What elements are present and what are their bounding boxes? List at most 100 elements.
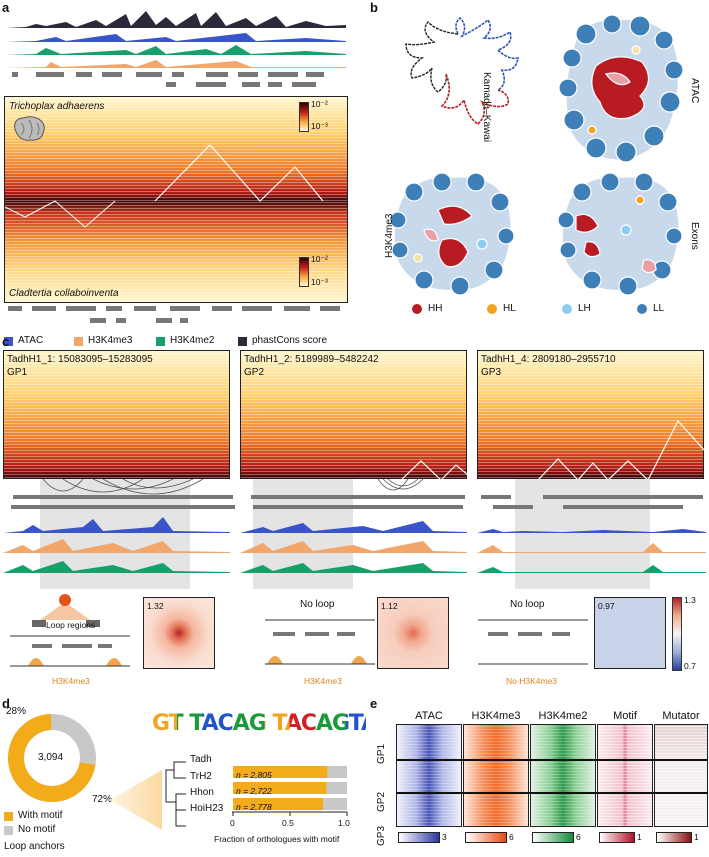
schematic2-h3k4me3: H3K4me3	[304, 676, 342, 686]
no-loop-label-2: No loop	[300, 599, 335, 610]
legend-phastcons-label: phastCons score	[252, 335, 328, 346]
row-gp3: GP3	[376, 825, 387, 846]
species-bottom: Cladtertia collaboinventa	[9, 288, 119, 299]
panel-d-label: d	[2, 696, 10, 711]
legend-hh-dot	[412, 304, 422, 314]
axis-tick-1: 1.0	[338, 818, 350, 828]
legend-h3k4me3-swatch	[74, 337, 83, 346]
cbar-h3k4me3-label: 6	[509, 832, 514, 842]
gp3-tad-lines	[537, 419, 705, 480]
loop-schematic-1	[10, 594, 130, 667]
bar-chart-xlabel: Fraction of orthologues with motif	[214, 834, 340, 844]
bar-with-motif	[233, 798, 324, 810]
legend-phastcons-swatch	[238, 337, 247, 346]
axis-tick-0: 0	[230, 818, 235, 828]
map-gp1-title: TadhH1_1: 15083095–15283095	[7, 354, 153, 365]
exons-cell-map	[557, 172, 683, 295]
apa-plot-2: 1.12	[377, 597, 449, 669]
zoom-wedge	[110, 770, 162, 830]
panel-a-tracks	[6, 11, 346, 87]
species-hoih23: HoiH23	[190, 803, 224, 814]
hic-map-bottom	[5, 201, 347, 302]
legend-hh-label: HH	[428, 303, 443, 314]
cbar-motif-label: 1	[637, 832, 642, 842]
phastcons-track	[6, 11, 346, 28]
apa-cbar-min: 0.7	[684, 661, 696, 671]
heatmap-h3k4me2	[530, 724, 596, 827]
exons-map-label: Exons	[689, 222, 700, 250]
panel-a-hic-frame: Trichoplax adhaerens Cladtertia collaboi…	[4, 96, 348, 303]
heatmap-h3k4me3	[463, 724, 529, 827]
cbar-atac-label: 3	[442, 832, 447, 842]
hic-colorbar-top	[299, 102, 309, 132]
cbar-h3k4me2-label: 6	[576, 832, 581, 842]
hic-map-gp2: TadhH1_2: 5189989–5482242 GP2	[240, 350, 468, 480]
legend-hl-label: HL	[503, 303, 516, 314]
legend-lh-label: LH	[578, 303, 591, 314]
heatmap-motif	[597, 724, 653, 827]
donut-center: 3,094	[38, 752, 64, 763]
gp2-tad-lines	[400, 460, 468, 480]
panel-b-legend: HH HL LH LL	[412, 303, 702, 317]
loop-schematic-3	[478, 619, 588, 665]
apa-cbar-max: 1.3	[684, 595, 696, 605]
col-mutator: Mutator	[662, 710, 700, 722]
h3k4me2-track	[6, 45, 346, 55]
panel-a-bottom-genes	[8, 306, 340, 323]
species-tadh: Tadh	[190, 754, 212, 765]
species-tree	[165, 761, 186, 827]
hic-colorbar-bottom	[299, 257, 309, 287]
panel-a-legend: ATAC H3K4me3 H3K4me2 phastCons score	[4, 335, 349, 349]
row-gp2: GP2	[376, 791, 387, 812]
atac-cell-map	[558, 14, 684, 163]
legend-h3k4me2-swatch	[156, 337, 165, 346]
hic-map-gp3: TadhH1_4: 2809180–2955710 GP3	[477, 350, 705, 480]
panel-e-label: e	[370, 696, 378, 711]
group-separator-2	[396, 792, 708, 794]
legend-atac-label: ATAC	[18, 335, 44, 346]
motif-fraction-chart	[232, 766, 348, 816]
atac-map-label: ATAC	[689, 78, 700, 104]
apa-plot-1: 1.32	[143, 597, 215, 669]
bar-label-2: n = 2,722	[236, 786, 272, 796]
axis-tick-05: 0.5	[282, 818, 294, 828]
species-trh2: TrH2	[190, 771, 212, 782]
hic-map-top	[5, 97, 347, 201]
legend-ll-dot	[637, 304, 647, 314]
legend-atac-swatch	[4, 337, 13, 346]
cbar-mutator-label: 1	[694, 832, 699, 842]
legend-no-motif-swatch	[4, 826, 13, 835]
apa-value-3: 0.97	[598, 601, 615, 611]
map-gp3-title: TadhH1_4: 2809180–2955710	[481, 354, 616, 365]
col-motif: Motif	[613, 710, 637, 722]
atac-track	[6, 33, 346, 42]
cbar-top-min: 10⁻³	[311, 121, 328, 131]
no-loop-label-3: No loop	[510, 599, 545, 610]
panel-b-label: b	[370, 0, 378, 15]
panel-a-label: a	[2, 0, 10, 15]
map-gp2-title: TadhH1_2: 5189989–5482242	[244, 354, 379, 365]
legend-no-motif: No motif	[18, 824, 56, 835]
tad-boundaries	[5, 144, 324, 228]
col-atac: ATAC	[415, 710, 443, 722]
bar-label-3: n = 2,778	[236, 802, 272, 812]
map-gp1-group: GP1	[7, 367, 28, 378]
legend-lh-dot	[562, 304, 572, 314]
h3k4me3-track	[6, 60, 346, 68]
legend-with-motif: With motif	[18, 810, 63, 821]
loop-anchors-caption: Loop anchors	[4, 841, 65, 852]
heatmap-atac	[396, 724, 462, 827]
cbar-atac	[398, 832, 440, 843]
cbar-h3k4me3	[465, 832, 507, 843]
loop-schematic-2	[265, 619, 375, 665]
heatmap-mutator	[654, 724, 708, 827]
hic-map-gp1: TadhH1_1: 15083095–15283095 GP1	[3, 350, 230, 479]
apa-value-2: 1.12	[381, 601, 398, 611]
bar-no-motif	[326, 782, 347, 794]
kamada-kawai-label: Kamada–Kawai	[481, 72, 492, 143]
legend-hl-dot	[487, 304, 497, 314]
map-gp3-group: GP3	[481, 367, 502, 378]
map-gp2-group: GP2	[244, 367, 265, 378]
legend-h3k4me3-label: H3K4me3	[88, 335, 133, 346]
